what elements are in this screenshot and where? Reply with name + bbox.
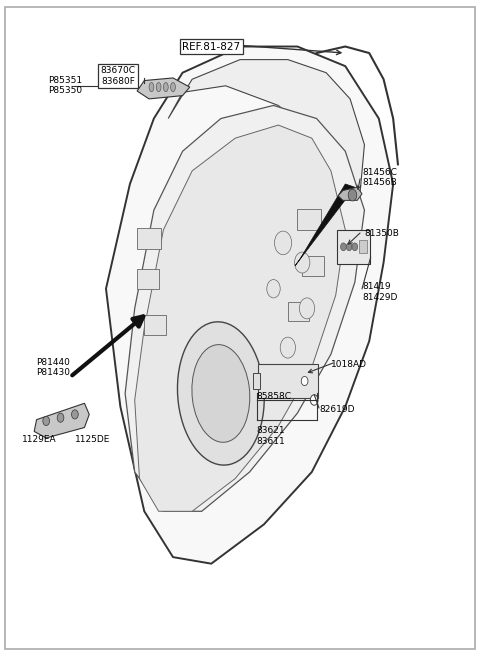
Bar (298, 209, 322, 230)
Circle shape (348, 189, 357, 201)
Text: 81419
81429D: 81419 81429D (362, 282, 397, 302)
Text: P85351
P85350: P85351 P85350 (48, 76, 83, 96)
Text: P81440
P81430: P81440 P81430 (36, 358, 71, 377)
Polygon shape (137, 78, 190, 99)
Circle shape (300, 298, 315, 319)
Polygon shape (106, 47, 393, 564)
Ellipse shape (149, 83, 154, 92)
Ellipse shape (192, 344, 250, 442)
Text: 1018AD: 1018AD (331, 359, 367, 369)
Circle shape (275, 231, 292, 255)
Bar (144, 315, 166, 335)
FancyBboxPatch shape (258, 364, 318, 398)
Circle shape (280, 337, 296, 358)
Ellipse shape (163, 83, 168, 92)
Text: 81350B: 81350B (364, 228, 399, 237)
Text: 83670C
83680F: 83670C 83680F (100, 66, 135, 86)
Ellipse shape (170, 83, 175, 92)
Circle shape (57, 413, 64, 422)
Circle shape (72, 410, 78, 419)
Bar (137, 269, 158, 289)
Circle shape (43, 417, 49, 426)
Circle shape (346, 243, 352, 251)
Circle shape (301, 377, 308, 386)
Ellipse shape (156, 83, 161, 92)
Circle shape (267, 279, 280, 298)
Polygon shape (338, 187, 362, 200)
Text: 85858C: 85858C (257, 392, 292, 401)
Circle shape (295, 252, 310, 273)
Ellipse shape (178, 322, 264, 465)
Polygon shape (135, 125, 345, 511)
Polygon shape (168, 60, 364, 197)
Circle shape (311, 395, 318, 405)
Circle shape (352, 243, 358, 251)
Bar (288, 302, 310, 321)
Text: REF.81-827: REF.81-827 (182, 41, 240, 52)
Bar (302, 256, 324, 276)
Text: 81456C
81456B: 81456C 81456B (362, 168, 397, 187)
Polygon shape (34, 403, 89, 438)
Circle shape (340, 243, 346, 251)
Polygon shape (295, 184, 355, 266)
Bar (137, 228, 161, 249)
Text: 83621
83611: 83621 83611 (257, 426, 286, 445)
Polygon shape (253, 373, 260, 389)
Text: 1125DE: 1125DE (75, 435, 110, 443)
Bar (359, 240, 367, 253)
FancyBboxPatch shape (337, 230, 370, 264)
Text: 82619D: 82619D (319, 405, 354, 415)
Text: 1129EA: 1129EA (22, 435, 57, 443)
Polygon shape (125, 106, 364, 511)
